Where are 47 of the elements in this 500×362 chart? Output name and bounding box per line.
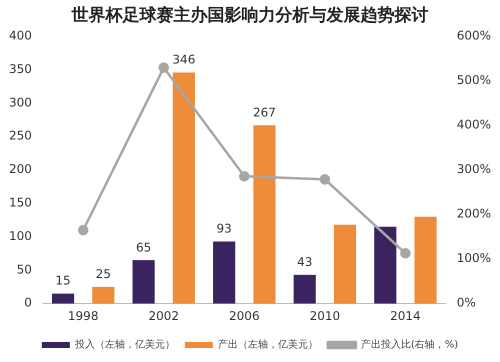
x-tick-label: 2014 [390,308,421,323]
bar [213,241,236,304]
bar [253,125,276,304]
y2-tick-label: 0% [456,296,476,310]
y-tick-label: 350 [9,62,32,76]
y-tick-label: 0 [24,296,32,310]
bar [92,286,114,304]
data-label: 15 [55,274,71,288]
y2-tick-label: 200% [456,206,492,221]
x-tick-label: 1998 [68,308,98,323]
data-label: 25 [96,267,111,282]
point [320,174,330,185]
data-label: 346 [172,52,196,67]
data-label: 43 [297,255,312,269]
y-tick-label: 250 [9,128,32,143]
y-tick-label: 150 [9,196,32,210]
bar [374,226,396,304]
y-tick-label: 200 [9,162,32,176]
bar [52,294,74,304]
legend-label: 投入（左轴，亿美元） [74,338,175,351]
bar [334,224,356,304]
y2-tick-label: 100% [456,251,492,266]
chart-title: 世界杯足球赛主办国影响力分析与发展趋势探讨 [70,6,428,26]
bar [172,72,195,304]
y2-tick-label: 600% [456,28,492,43]
y-tick-label: 300 [9,95,32,110]
y2-tick-label: 400% [456,118,492,132]
y-tick-label: 100 [9,228,32,243]
x-tick-label: 2006 [229,308,260,323]
point [78,224,88,236]
y2-tick-label: 300% [456,162,492,176]
legend-label: 产出（左轴，亿美元） [218,338,318,351]
legend-label: 产出投入比(右轴，%) [360,338,458,351]
data-label: 93 [216,222,232,236]
bar [294,274,316,304]
data-label: 267 [252,105,276,120]
bar [414,216,437,304]
y2-tick-label: 500% [456,73,492,88]
y-tick-label: 50 [16,262,32,276]
x-tick-label: 2002 [148,308,180,323]
bar [132,260,155,304]
point [239,170,250,182]
point [400,248,411,259]
x-tick-label: 2010 [310,308,340,323]
y-tick-label: 400 [9,28,32,43]
point [158,62,169,73]
data-label: 65 [136,240,152,254]
